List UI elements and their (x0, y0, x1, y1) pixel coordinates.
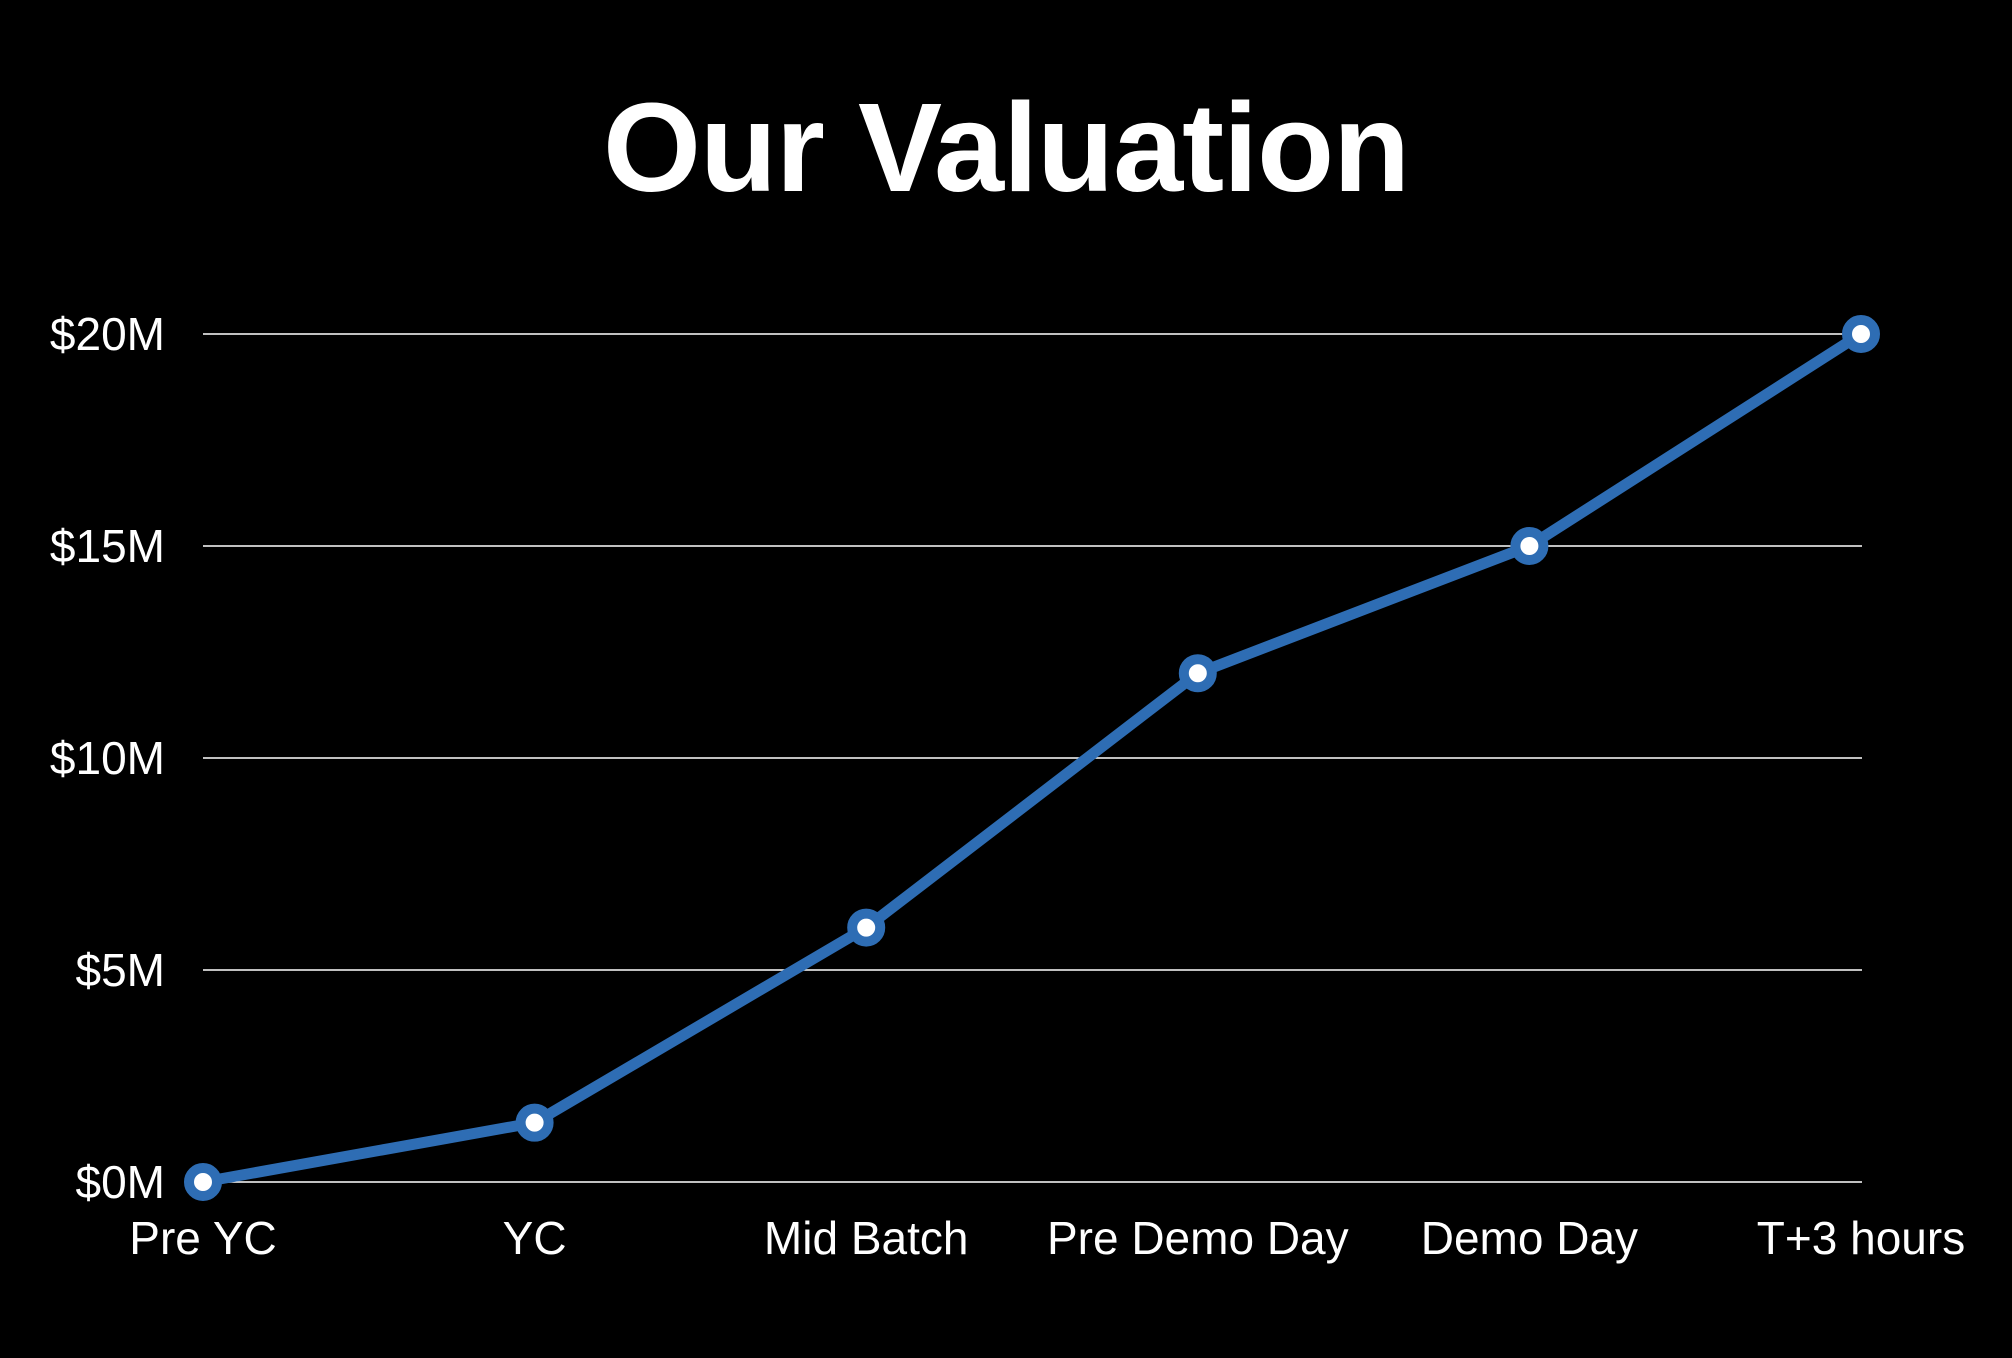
x-tick-label: Pre Demo Day (1047, 1212, 1349, 1264)
data-point (1510, 527, 1549, 565)
y-tick-label: $5M (76, 944, 165, 996)
chart-title: Our Valuation (602, 77, 1410, 218)
series-line (197, 328, 1867, 1188)
gridlines (203, 333, 1862, 1183)
x-tick-label: Pre YC (129, 1212, 276, 1264)
y-tick-label: $0M (76, 1156, 165, 1208)
y-tick-label: $20M (50, 308, 165, 360)
y-axis-ticks: $0M $5M $10M $15M $20M (50, 308, 165, 1208)
y-tick-label: $15M (50, 520, 165, 572)
data-point (184, 1163, 222, 1201)
x-tick-label: Demo Day (1421, 1212, 1638, 1264)
x-tick-label: Mid Batch (764, 1212, 969, 1264)
x-tick-label: YC (503, 1212, 567, 1264)
x-tick-label: T+3 hours (1757, 1212, 1965, 1264)
y-tick-label: $10M (50, 732, 165, 784)
data-point (1178, 654, 1217, 693)
x-axis-ticks: Pre YC YC Mid Batch Pre Demo Day Demo Day T+3… (129, 1212, 1965, 1264)
data-point (515, 1103, 554, 1142)
series (184, 315, 1880, 1201)
data-point (847, 908, 886, 947)
data-point (1842, 315, 1880, 353)
